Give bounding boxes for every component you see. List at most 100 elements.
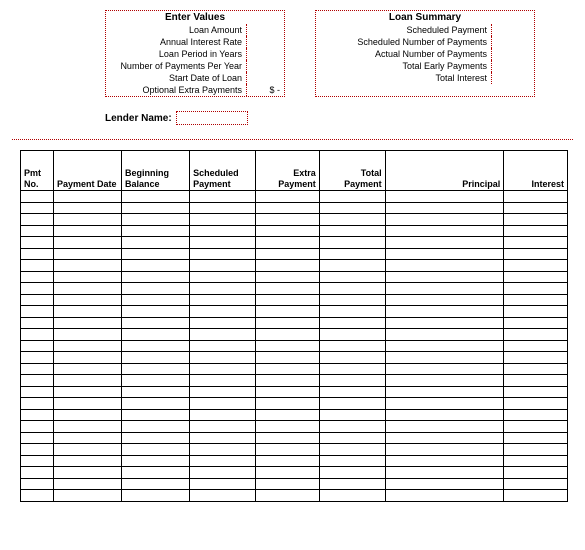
table-cell[interactable] (53, 386, 121, 398)
table-cell[interactable] (319, 283, 385, 295)
table-cell[interactable] (504, 306, 568, 318)
table-cell[interactable] (122, 225, 190, 237)
table-cell[interactable] (21, 432, 54, 444)
table-cell[interactable] (256, 444, 320, 456)
table-cell[interactable] (21, 329, 54, 341)
table-cell[interactable] (504, 352, 568, 364)
table-cell[interactable] (385, 329, 504, 341)
table-cell[interactable] (319, 329, 385, 341)
table-cell[interactable] (385, 409, 504, 421)
table-cell[interactable] (21, 490, 54, 502)
table-cell[interactable] (319, 260, 385, 272)
table-cell[interactable] (122, 421, 190, 433)
table-cell[interactable] (319, 386, 385, 398)
table-cell[interactable] (122, 283, 190, 295)
table-cell[interactable] (256, 329, 320, 341)
table-cell[interactable] (256, 271, 320, 283)
table-cell[interactable] (122, 432, 190, 444)
table-cell[interactable] (21, 191, 54, 203)
table-cell[interactable] (256, 237, 320, 249)
table-cell[interactable] (21, 363, 54, 375)
table-cell[interactable] (122, 191, 190, 203)
table-cell[interactable] (504, 398, 568, 410)
table-cell[interactable] (53, 421, 121, 433)
table-cell[interactable] (53, 294, 121, 306)
table-cell[interactable] (319, 409, 385, 421)
table-cell[interactable] (319, 432, 385, 444)
table-cell[interactable] (53, 306, 121, 318)
table-cell[interactable] (190, 329, 256, 341)
table-cell[interactable] (190, 490, 256, 502)
table-cell[interactable] (190, 398, 256, 410)
table-cell[interactable] (53, 444, 121, 456)
table-cell[interactable] (256, 352, 320, 364)
enter-values-cell[interactable] (246, 48, 284, 60)
table-cell[interactable] (504, 455, 568, 467)
table-cell[interactable] (256, 409, 320, 421)
table-cell[interactable] (256, 375, 320, 387)
table-cell[interactable] (256, 283, 320, 295)
table-cell[interactable] (122, 306, 190, 318)
table-cell[interactable] (319, 191, 385, 203)
table-cell[interactable] (21, 375, 54, 387)
table-cell[interactable] (319, 478, 385, 490)
table-cell[interactable] (21, 306, 54, 318)
table-cell[interactable] (122, 398, 190, 410)
table-cell[interactable] (319, 421, 385, 433)
table-cell[interactable] (385, 363, 504, 375)
table-cell[interactable] (256, 363, 320, 375)
table-cell[interactable] (53, 375, 121, 387)
table-cell[interactable] (504, 421, 568, 433)
table-cell[interactable] (319, 317, 385, 329)
table-cell[interactable] (504, 271, 568, 283)
table-cell[interactable] (504, 375, 568, 387)
enter-values-cell[interactable] (246, 72, 284, 84)
table-cell[interactable] (122, 329, 190, 341)
table-cell[interactable] (122, 409, 190, 421)
table-cell[interactable] (122, 317, 190, 329)
table-cell[interactable] (385, 237, 504, 249)
table-cell[interactable] (385, 432, 504, 444)
table-cell[interactable] (190, 306, 256, 318)
table-cell[interactable] (319, 248, 385, 260)
table-cell[interactable] (122, 490, 190, 502)
table-cell[interactable] (385, 283, 504, 295)
table-cell[interactable] (256, 386, 320, 398)
table-cell[interactable] (190, 248, 256, 260)
table-cell[interactable] (385, 340, 504, 352)
table-cell[interactable] (53, 248, 121, 260)
table-cell[interactable] (21, 455, 54, 467)
table-cell[interactable] (504, 260, 568, 272)
table-cell[interactable] (21, 225, 54, 237)
table-cell[interactable] (53, 202, 121, 214)
table-cell[interactable] (53, 340, 121, 352)
table-cell[interactable] (256, 225, 320, 237)
table-cell[interactable] (504, 467, 568, 479)
table-cell[interactable] (122, 214, 190, 226)
table-cell[interactable] (504, 329, 568, 341)
table-cell[interactable] (21, 283, 54, 295)
table-cell[interactable] (53, 283, 121, 295)
table-cell[interactable] (385, 478, 504, 490)
table-cell[interactable] (319, 363, 385, 375)
table-cell[interactable] (21, 271, 54, 283)
table-cell[interactable] (122, 386, 190, 398)
table-cell[interactable] (190, 444, 256, 456)
table-cell[interactable] (319, 306, 385, 318)
table-cell[interactable] (256, 306, 320, 318)
table-cell[interactable] (122, 455, 190, 467)
table-cell[interactable] (190, 352, 256, 364)
table-cell[interactable] (319, 202, 385, 214)
table-cell[interactable] (21, 398, 54, 410)
table-cell[interactable] (504, 248, 568, 260)
table-cell[interactable] (190, 467, 256, 479)
table-cell[interactable] (190, 363, 256, 375)
table-cell[interactable] (21, 237, 54, 249)
table-cell[interactable] (385, 317, 504, 329)
table-cell[interactable] (21, 467, 54, 479)
table-cell[interactable] (190, 260, 256, 272)
table-cell[interactable] (53, 363, 121, 375)
enter-values-cell[interactable] (246, 36, 284, 48)
table-cell[interactable] (122, 202, 190, 214)
table-cell[interactable] (385, 352, 504, 364)
